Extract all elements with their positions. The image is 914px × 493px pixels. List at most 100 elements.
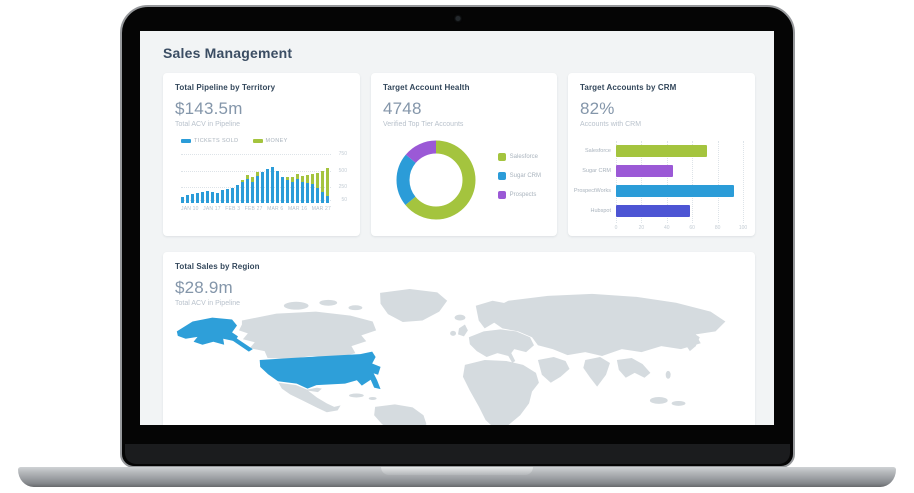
y-axis: 750 500 250 50 (331, 151, 347, 203)
kpi-subtitle: Total ACV in Pipeline (175, 300, 240, 307)
kpi-value: 4748 (383, 99, 422, 118)
x-axis-labels: 0 20 40 60 80 100 (615, 225, 748, 233)
map-region-iceland (454, 314, 466, 321)
bar-segment-money (306, 175, 309, 184)
bar-segment-tickets (316, 187, 319, 203)
bar-segment-tickets (231, 187, 234, 203)
bar (281, 177, 284, 203)
x-tick-label: MAR 16 (287, 206, 308, 212)
bar-segment-tickets (276, 171, 279, 203)
gridline (692, 141, 694, 223)
kpi-value: 82% (580, 99, 615, 118)
bar (311, 174, 314, 203)
legend-swatch (497, 191, 506, 199)
card-title: Target Accounts by CRM (580, 83, 677, 92)
bar-segment-tickets (251, 182, 254, 203)
x-tick-label: 20 (638, 225, 645, 231)
bar-plot-area: 0 20 40 60 80 100 (615, 141, 748, 233)
bar-segment-tickets (301, 181, 304, 203)
x-tick-label: JAN 10 (181, 206, 199, 212)
x-tick-label: 100 (738, 225, 748, 231)
card-accounts-by-crm: Target Accounts by CRM 82% Accounts with… (568, 73, 755, 236)
gridline (616, 141, 617, 223)
bar (181, 196, 184, 203)
legend-item: Salesforce (497, 153, 541, 161)
legend-swatch (252, 139, 263, 143)
bar-segment-tickets (226, 189, 229, 203)
bar (251, 177, 254, 203)
bar-segment-money (326, 168, 329, 197)
x-tick-label: 40 (664, 225, 670, 231)
bar-label: Salesforce (585, 148, 611, 154)
bar (186, 195, 189, 203)
bar-segment-money (321, 170, 324, 192)
bar (306, 175, 309, 203)
bar-series (181, 151, 331, 203)
map-region-se-asia (616, 358, 651, 378)
map-land-group (238, 288, 726, 425)
card-title: Target Account Health (383, 83, 470, 92)
map-region-greenland (380, 288, 448, 323)
y-tick-label: 750 (338, 151, 347, 158)
card-sales-by-region: Total Sales by Region $28.9m Total ACV i… (163, 252, 755, 425)
y-tick-label: 250 (338, 183, 347, 190)
map-region-south-america (374, 404, 427, 425)
bar-segment-money (291, 177, 294, 182)
gridline (743, 141, 744, 223)
legend-item: Prospects (497, 191, 541, 199)
x-tick-label: FEB 27 (244, 206, 263, 212)
donut-chart: Salesforce Sugar CRM Prospects (383, 137, 545, 223)
bar (301, 176, 304, 203)
map-region-ireland (450, 330, 457, 336)
bar (206, 190, 209, 203)
legend-item: TICKETS SOLD (181, 138, 239, 144)
bar (271, 166, 274, 203)
bar-label: ProspectWorks (573, 188, 611, 194)
bar-segment-tickets (296, 178, 299, 203)
bar-hubspot (616, 205, 690, 217)
bar (211, 191, 214, 203)
kpi-cards-row: Total Pipeline by Territory $143.5m Tota… (163, 73, 755, 236)
laptop-hinge (125, 444, 790, 464)
map-region-africa (462, 360, 539, 425)
map-region-canada (238, 311, 377, 360)
bar-prospectworks (616, 185, 735, 197)
bar (196, 192, 199, 203)
map-region-middle-east (537, 357, 570, 383)
bar-segment-tickets (326, 196, 329, 203)
bar (321, 170, 324, 203)
y-tick-label: 50 (341, 196, 347, 203)
bar-segment-money (311, 174, 314, 185)
world-map (176, 288, 726, 425)
bar-segment-tickets (321, 191, 324, 203)
gridline (181, 170, 331, 172)
map-region-uk (458, 324, 468, 337)
laptop-screen-bezel: Sales Management Total Pipeline by Terri… (120, 5, 795, 468)
x-tick-label: JAN 17 (203, 206, 221, 212)
map-region-india (583, 357, 610, 387)
bar-segment-tickets (196, 192, 199, 203)
kpi-subtitle: Verified Top Tier Accounts (383, 121, 464, 128)
laptop-base (18, 467, 896, 487)
legend-label: Salesforce (509, 154, 539, 160)
legend-label: Sugar CRM (509, 173, 541, 179)
bar-segment-money (301, 176, 304, 182)
donut-legend: Salesforce Sugar CRM Prospects (497, 153, 541, 223)
map-highlight-group (176, 317, 381, 390)
card-account-health: Target Account Health 4748 Verified Top … (371, 73, 557, 236)
bar-segment-money (296, 174, 299, 179)
legend-swatch (497, 172, 506, 180)
bar-segment-tickets (206, 190, 209, 203)
x-tick-label: FEB 3 (225, 206, 241, 212)
bar (261, 172, 264, 203)
x-tick-label: 60 (689, 225, 695, 231)
bar-segment-tickets (256, 175, 259, 203)
bar-segment-tickets (271, 166, 274, 203)
bar-segment-money (256, 171, 259, 176)
stacked-bar-chart: 750 500 250 50 (181, 151, 348, 203)
bar-segment-money (246, 175, 249, 179)
card-total-pipeline: Total Pipeline by Territory $143.5m Tota… (163, 73, 360, 236)
map-region-cuba (348, 393, 364, 398)
map-region-alaska-panhandle (232, 337, 253, 352)
bar-segment-tickets (221, 190, 224, 203)
